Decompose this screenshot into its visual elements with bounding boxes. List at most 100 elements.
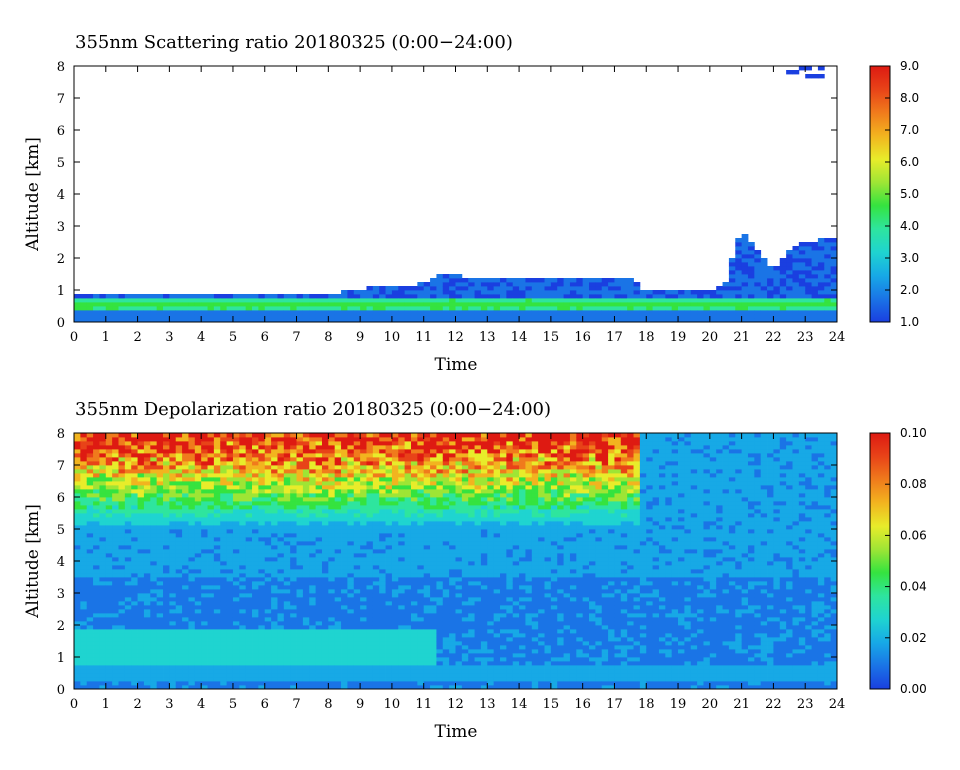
heatmap-cell	[264, 625, 272, 630]
heatmap-cell	[99, 613, 107, 618]
heatmap-cell	[830, 266, 838, 271]
heatmap-cell	[245, 593, 253, 598]
heatmap-cell	[321, 573, 329, 578]
heatmap-cell	[423, 617, 431, 622]
heatmap-cell	[379, 513, 386, 518]
heatmap-cell	[391, 509, 399, 514]
heatmap-cell	[252, 449, 259, 454]
heatmap-cell	[735, 242, 743, 247]
heatmap-cell	[86, 473, 94, 478]
heatmap-cell	[360, 465, 367, 470]
heatmap-cell	[156, 306, 164, 311]
heatmap-cell	[786, 306, 793, 311]
heatmap-cell	[321, 529, 329, 534]
heatmap-cell	[817, 274, 825, 279]
heatmap-cell	[398, 609, 406, 614]
heatmap-cell	[360, 625, 367, 630]
heatmap-cell	[512, 294, 520, 299]
heatmap-cell	[245, 318, 253, 323]
heatmap-cell	[404, 517, 412, 522]
heatmap-cell	[207, 437, 215, 442]
heatmap-cell	[169, 517, 177, 522]
heatmap-cell	[124, 649, 132, 654]
heatmap-cell	[328, 513, 336, 518]
heatmap-cell	[112, 657, 119, 662]
heatmap-cell	[245, 493, 253, 498]
heatmap-cell	[258, 453, 266, 458]
heatmap-cell	[398, 565, 406, 570]
heatmap-cell	[404, 445, 412, 450]
heatmap-cell	[201, 298, 208, 303]
heatmap-cell	[188, 661, 196, 666]
heatmap-cell	[207, 613, 215, 618]
heatmap-cell	[372, 509, 380, 514]
heatmap-cell	[271, 509, 278, 514]
heatmap-cell	[315, 461, 323, 466]
heatmap-cell	[735, 266, 743, 271]
heatmap-cell	[271, 617, 278, 622]
heatmap-cell	[391, 569, 399, 574]
heatmap-cell	[182, 525, 189, 530]
heatmap-cell	[328, 302, 336, 307]
heatmap-cell	[86, 625, 94, 630]
heatmap-cell	[385, 633, 393, 638]
heatmap-cell	[112, 437, 119, 442]
heatmap-cell	[131, 537, 138, 542]
y-tick-label: 8	[57, 60, 65, 75]
heatmap-cell	[86, 318, 94, 323]
heatmap-cell	[213, 485, 221, 490]
heatmap-cell	[213, 589, 221, 594]
heatmap-cell	[334, 453, 342, 458]
heatmap-cell	[595, 306, 603, 311]
heatmap-cell	[461, 294, 469, 299]
heatmap-cell	[366, 581, 374, 586]
heatmap-cell	[347, 625, 355, 630]
heatmap-cell	[271, 521, 278, 526]
heatmap-cell	[283, 585, 291, 590]
heatmap-cell	[341, 302, 348, 307]
heatmap-cell	[252, 613, 259, 618]
heatmap-cell	[379, 310, 386, 315]
heatmap-cell	[201, 617, 208, 622]
heatmap-cell	[124, 306, 132, 311]
heatmap-cell	[531, 314, 539, 319]
heatmap-cell	[404, 641, 412, 646]
heatmap-cell	[372, 314, 380, 319]
heatmap-cell	[258, 641, 266, 646]
heatmap-cell	[175, 437, 183, 442]
heatmap-cell	[321, 669, 329, 674]
heatmap-cell	[271, 541, 278, 546]
heatmap-cell	[175, 513, 183, 518]
heatmap-cell	[811, 274, 819, 279]
heatmap-cell	[417, 669, 425, 674]
heatmap-cell	[398, 497, 406, 502]
heatmap-cell	[131, 553, 138, 558]
heatmap-cell	[353, 657, 361, 662]
heatmap-cell	[232, 605, 240, 610]
heatmap-cell	[277, 298, 285, 303]
heatmap-cell	[722, 310, 730, 315]
heatmap-cell	[252, 497, 259, 502]
heatmap-cell	[93, 541, 100, 546]
heatmap-cell	[353, 437, 361, 442]
heatmap-cell	[347, 489, 355, 494]
heatmap-cell	[741, 306, 749, 311]
heatmap-cell	[163, 529, 170, 534]
heatmap-cell	[201, 445, 208, 450]
heatmap-cell	[468, 318, 475, 323]
heatmap-cell	[290, 573, 297, 578]
heatmap-cell	[385, 549, 393, 554]
heatmap-cell	[80, 589, 88, 594]
heatmap-cell	[589, 306, 596, 311]
heatmap-cell	[372, 553, 380, 558]
heatmap-cell	[194, 657, 202, 662]
heatmap-cell	[264, 521, 272, 526]
heatmap-cell	[105, 649, 113, 654]
heatmap-cell	[245, 501, 253, 506]
heatmap-cell	[385, 477, 393, 482]
heatmap-cell	[283, 593, 291, 598]
heatmap-cell	[169, 565, 177, 570]
x-tick-label: 13	[479, 330, 496, 345]
heatmap-cell	[455, 290, 463, 295]
heatmap-cell	[258, 565, 266, 570]
